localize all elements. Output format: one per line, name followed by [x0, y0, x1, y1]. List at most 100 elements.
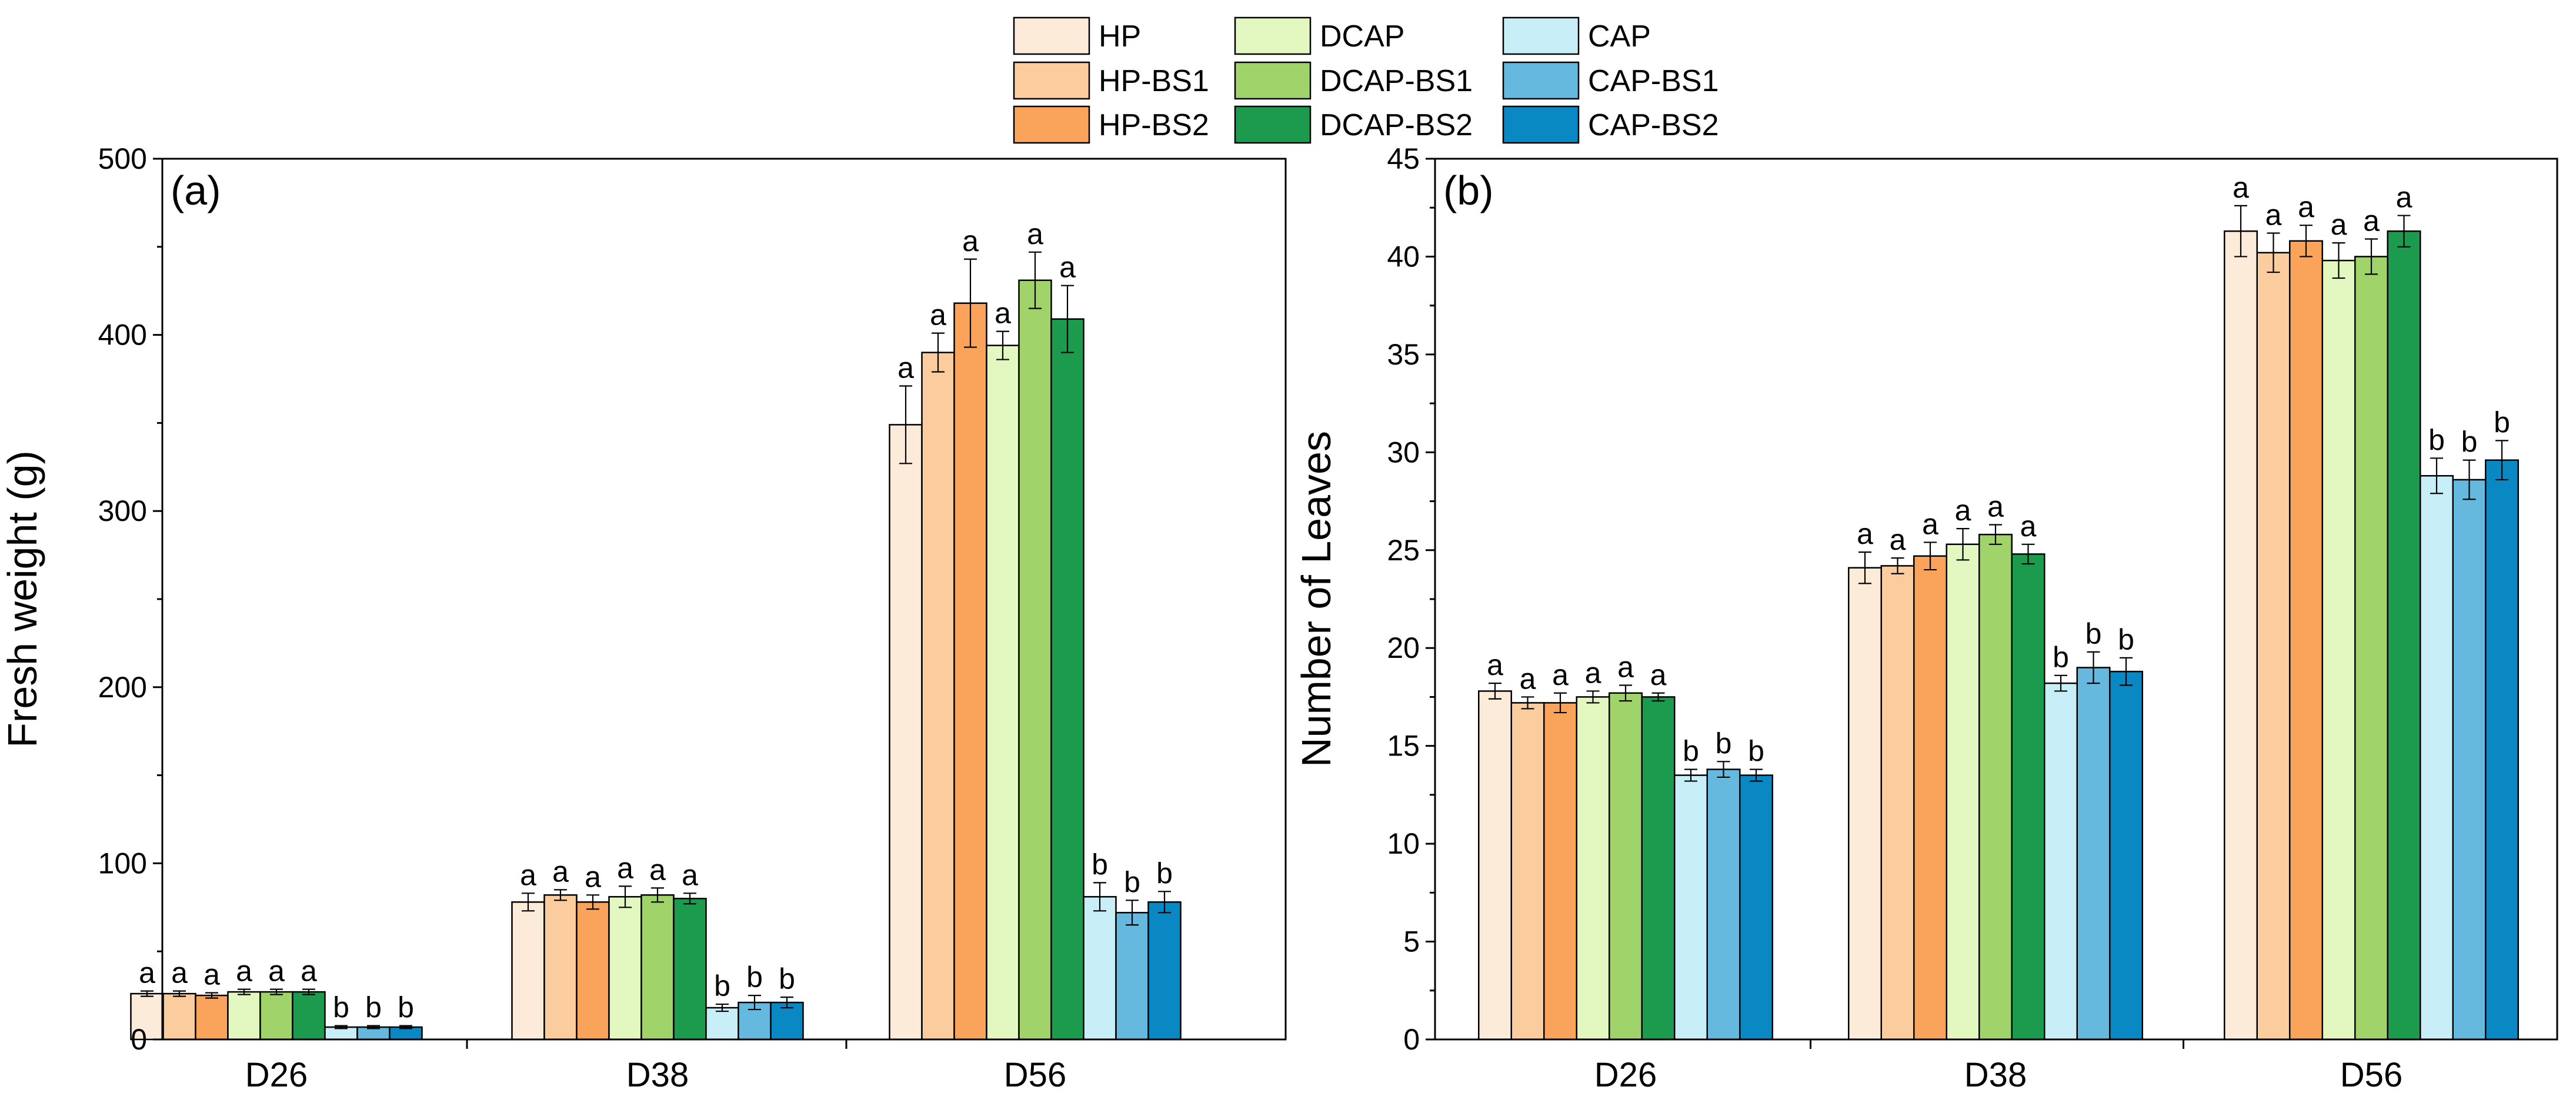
significance-letter: b: [1124, 865, 1140, 898]
bar: [2387, 230, 2421, 1041]
bar: [673, 898, 707, 1041]
significance-letter: a: [1027, 218, 1043, 250]
y-tick-label: 500: [98, 142, 147, 175]
significance-letter: b: [1748, 735, 1764, 768]
bar: [2011, 553, 2046, 1041]
bar: [1478, 690, 1512, 1041]
y-tick-label: 45: [1387, 142, 1420, 175]
legend-label: HP: [1099, 19, 1141, 54]
significance-letter: a: [1059, 251, 1076, 284]
legend-swatch: [1234, 16, 1312, 55]
bar: [1115, 912, 1149, 1041]
significance-letter: b: [714, 969, 730, 1002]
significance-letter: a: [1955, 494, 1971, 527]
y-tick-label: 15: [1387, 730, 1420, 763]
significance-letter: b: [1156, 857, 1173, 890]
bar: [511, 901, 545, 1041]
significance-letter: b: [2461, 426, 2478, 459]
bar: [1083, 896, 1117, 1041]
bar: [130, 992, 164, 1041]
y-tick-label: 100: [98, 847, 147, 880]
y-tick-label: 10: [1387, 827, 1420, 860]
significance-letter: a: [1552, 658, 1569, 691]
significance-letter: b: [398, 991, 414, 1024]
bar: [2420, 475, 2454, 1041]
significance-letter: b: [746, 961, 763, 994]
y-tick-label: 35: [1387, 338, 1420, 371]
bar: [1510, 702, 1545, 1041]
bar: [195, 994, 229, 1041]
bar: [1050, 318, 1085, 1041]
significance-letter: a: [171, 957, 188, 989]
legend-label: HP-BS1: [1099, 64, 1209, 98]
legend-swatch: [1013, 105, 1090, 144]
y-tick-label: 5: [1403, 925, 1420, 958]
bar: [1609, 692, 1643, 1041]
bar: [1641, 696, 1676, 1041]
panel-b: aaaaaaaaaaaaaaaaaabbbbbbbbb0510152025303…: [1293, 142, 2558, 1094]
legend-swatch: [1502, 61, 1580, 100]
x-category-label: D26: [1594, 1056, 1657, 1094]
x-category-label: D26: [245, 1056, 308, 1094]
y-tick-label: 0: [1403, 1023, 1420, 1056]
bar: [162, 992, 196, 1041]
significance-letter: a: [139, 957, 155, 989]
significance-letter: a: [203, 958, 220, 991]
bar: [2321, 259, 2356, 1041]
bar: [2485, 459, 2519, 1041]
significance-letter: b: [2494, 406, 2510, 439]
significance-letter: a: [2331, 208, 2347, 241]
significance-letter: a: [268, 955, 285, 988]
x-category-label: D56: [1004, 1056, 1066, 1094]
y-axis-title: Number of Leaves: [1293, 431, 1339, 767]
bar: [1739, 774, 1773, 1041]
panel-label: (b): [1443, 168, 1494, 213]
bar: [1913, 555, 1947, 1041]
bar: [608, 896, 642, 1041]
significance-letter: a: [236, 955, 252, 988]
legend-swatch: [1502, 16, 1580, 55]
bar: [770, 1001, 804, 1041]
bar: [2289, 240, 2323, 1041]
bar: [2224, 230, 2258, 1041]
y-tick-label: 300: [98, 494, 147, 527]
significance-letter: a: [301, 955, 317, 988]
bar: [1706, 768, 1741, 1041]
significance-letter: b: [779, 962, 795, 995]
significance-letter: a: [649, 853, 666, 886]
bar: [2256, 252, 2291, 1041]
legend-swatch: [1234, 105, 1312, 144]
significance-letter: a: [585, 860, 601, 893]
significance-letter: a: [2396, 181, 2413, 214]
significance-letter: b: [1716, 727, 1732, 760]
bar: [227, 991, 261, 1041]
legend-label: CAP-BS1: [1588, 64, 1719, 98]
panel-a: aaaaaaaaaaaaaaaaaabbbbbbbbb0100200300400…: [0, 142, 1287, 1094]
y-tick-label: 400: [98, 319, 147, 352]
bar: [1576, 696, 1610, 1041]
bar: [1946, 543, 1980, 1041]
bar: [292, 991, 326, 1041]
significance-letter: b: [2428, 423, 2445, 456]
significance-letter: b: [333, 991, 349, 1024]
significance-letter: a: [2265, 199, 2282, 232]
significance-letter: a: [1987, 490, 2004, 523]
significance-letter: a: [930, 299, 946, 332]
bar: [576, 901, 610, 1041]
panel-label: (a): [171, 168, 221, 213]
legend-label: DCAP: [1320, 19, 1404, 54]
significance-letter: a: [617, 851, 633, 884]
bar: [705, 1007, 739, 1041]
bar: [543, 894, 578, 1041]
significance-letter: b: [2086, 617, 2102, 650]
x-category-label: D38: [1964, 1056, 2027, 1094]
significance-letter: a: [995, 297, 1011, 330]
significance-letter: a: [2020, 510, 2037, 543]
significance-letter: a: [1617, 650, 1634, 683]
significance-letter: a: [552, 855, 569, 888]
y-tick-label: 20: [1387, 631, 1420, 664]
legend-swatch: [1502, 105, 1580, 144]
bar: [2109, 670, 2143, 1041]
